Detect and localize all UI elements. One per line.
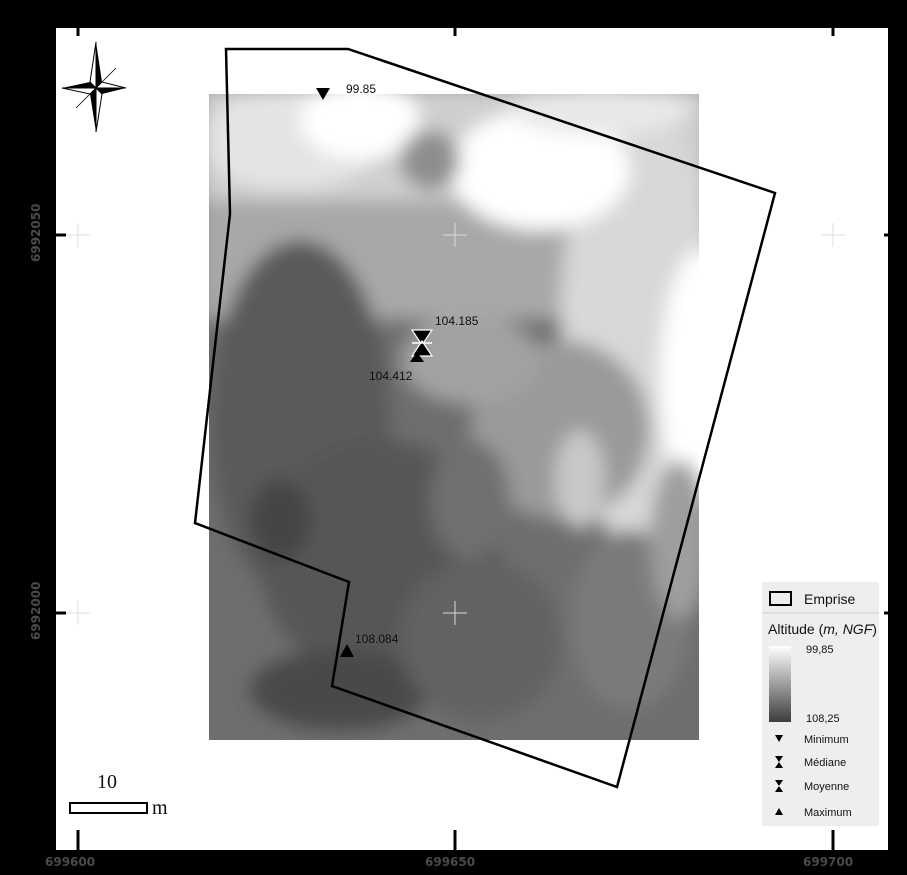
legend-maximum-label: Maximum: [804, 807, 852, 819]
scalebar-unit: m: [152, 797, 168, 819]
legend-median-icon: [775, 756, 783, 768]
legend-minimum-icon: [775, 735, 783, 742]
north-arrow-icon: [61, 41, 127, 133]
y-tick-label: 6992050: [29, 204, 43, 262]
legend-minimum-label: Minimum: [804, 734, 849, 746]
scalebar-value: 10: [97, 771, 117, 793]
minimum-value-label: 99.85: [346, 82, 376, 96]
median-value-label: 104.185: [435, 314, 479, 328]
mean-base-marker: [410, 352, 424, 362]
x-tick-label: 699650: [425, 855, 475, 869]
legend-mean-icon: [775, 780, 783, 792]
legend-maximum-icon: [775, 808, 783, 815]
y-tick-label: 6992000: [29, 582, 43, 640]
legend-color-ramp: [769, 646, 791, 722]
legend-footprint-swatch: [769, 591, 792, 606]
legend: Emprise Altitude (m, NGF) 99,85 108,25 M…: [762, 582, 879, 826]
footprint-polygon: [193, 47, 777, 789]
x-tick-label: 699700: [803, 855, 853, 869]
legend-ramp-max: 108,25: [806, 713, 840, 725]
scalebar-bar: [69, 802, 148, 814]
legend-mean-label: Moyenne: [804, 781, 849, 793]
maximum-value-label: 108.084: [355, 632, 399, 646]
x-tick-label: 699600: [45, 855, 95, 869]
maximum-marker-icon: [340, 644, 354, 657]
frame-ticks: [46, 18, 904, 850]
legend-footprint-label: Emprise: [804, 591, 856, 607]
minimum-marker-icon: [316, 88, 330, 100]
legend-median-label: Médiane: [804, 757, 846, 769]
mean-value-label: 104.412: [369, 369, 413, 383]
legend-altitude-title: Altitude (m, NGF): [768, 621, 877, 637]
grid-crosses: [66, 223, 845, 625]
altitude-raster: [209, 94, 699, 740]
legend-ramp-min: 99,85: [806, 644, 834, 656]
